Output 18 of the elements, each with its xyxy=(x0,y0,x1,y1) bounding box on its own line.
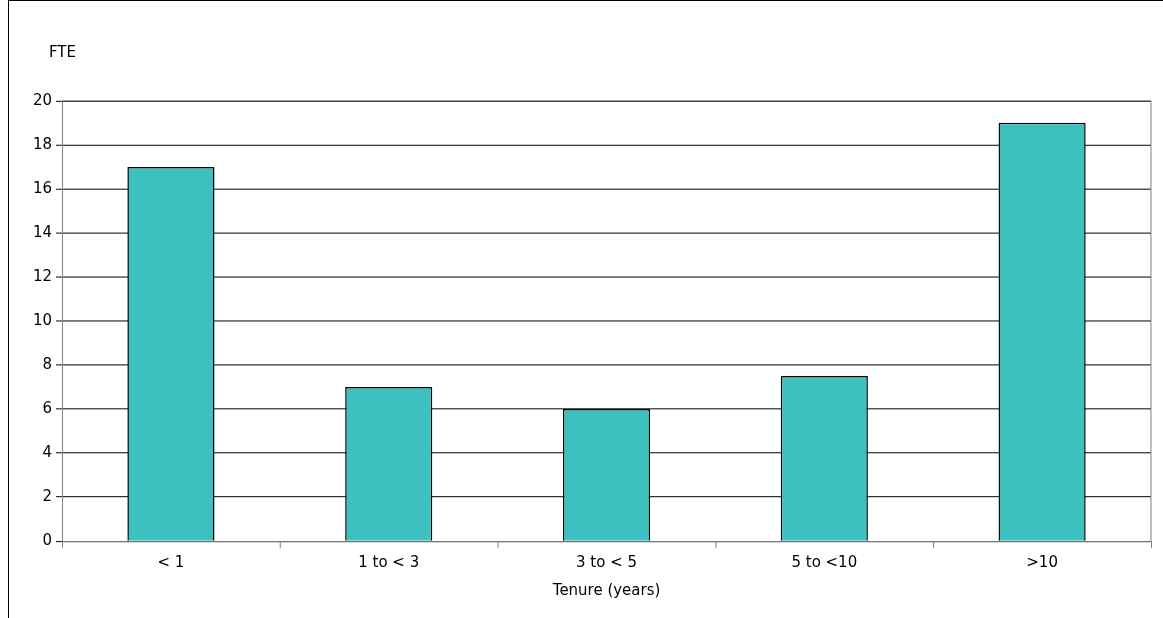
y-tick-label: 8 xyxy=(42,354,53,373)
x-tick-label: < 1 xyxy=(157,552,185,571)
y-tick-label: 6 xyxy=(42,398,53,417)
x-tick-label: 1 to < 3 xyxy=(358,552,420,571)
y-tick-label: 20 xyxy=(32,90,53,109)
y-tick-label: 18 xyxy=(32,134,53,153)
x-axis-title: Tenure (years) xyxy=(551,580,661,599)
x-tick-label: 5 to <10 xyxy=(791,552,858,571)
y-tick-label: 0 xyxy=(42,531,53,550)
y-tick-label: 2 xyxy=(42,486,53,505)
x-tick-label: 3 to < 5 xyxy=(576,552,637,571)
y-axis-title: FTE xyxy=(48,42,76,61)
y-tick-label: 4 xyxy=(42,442,53,461)
y-tick-label: 14 xyxy=(32,222,53,241)
x-tick-label: >10 xyxy=(1026,552,1058,571)
y-tick-label: 16 xyxy=(32,178,53,197)
y-tick-label: 10 xyxy=(32,310,53,329)
y-tick-label: 12 xyxy=(32,266,53,285)
